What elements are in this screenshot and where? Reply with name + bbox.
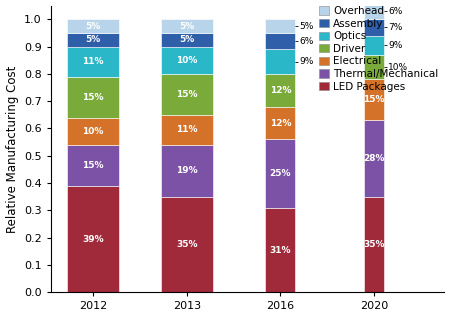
Legend: Overhead, Assembly, Optics, Driver, Electrical, Thermal/Mechanical, LED Packages: Overhead, Assembly, Optics, Driver, Elec…: [318, 5, 439, 93]
Text: 6%: 6%: [299, 36, 314, 46]
Bar: [161, 74, 212, 115]
Bar: [364, 55, 384, 79]
Text: 39%: 39%: [82, 235, 104, 244]
Bar: [266, 208, 296, 292]
Bar: [68, 118, 119, 145]
Bar: [266, 49, 296, 74]
Text: 11%: 11%: [176, 125, 198, 134]
Text: 5%: 5%: [299, 22, 314, 30]
Text: 10%: 10%: [82, 127, 104, 136]
Bar: [161, 197, 212, 292]
Bar: [364, 19, 384, 36]
Text: 15%: 15%: [82, 161, 104, 170]
Bar: [266, 107, 296, 139]
Bar: [364, 120, 384, 197]
Text: 5%: 5%: [86, 35, 101, 44]
Text: 25%: 25%: [270, 169, 291, 178]
Text: 31%: 31%: [270, 246, 291, 255]
Bar: [161, 47, 212, 74]
Text: 5%: 5%: [179, 35, 194, 44]
Bar: [68, 186, 119, 292]
Text: 19%: 19%: [176, 166, 198, 175]
Text: 5%: 5%: [179, 22, 194, 30]
Bar: [161, 115, 212, 145]
Bar: [364, 3, 384, 19]
Text: 12%: 12%: [270, 119, 291, 127]
Text: 28%: 28%: [364, 154, 385, 163]
Text: 10%: 10%: [388, 62, 408, 72]
Bar: [161, 145, 212, 197]
Bar: [266, 33, 296, 49]
Bar: [68, 33, 119, 47]
Text: 15%: 15%: [176, 90, 198, 99]
Text: 9%: 9%: [388, 41, 403, 50]
Text: 15%: 15%: [364, 95, 385, 104]
Bar: [161, 19, 212, 33]
Bar: [68, 47, 119, 77]
Text: 11%: 11%: [82, 57, 104, 66]
Bar: [266, 74, 296, 107]
Bar: [364, 197, 384, 292]
Text: 7%: 7%: [388, 23, 403, 32]
Text: 10%: 10%: [176, 56, 198, 65]
Text: 35%: 35%: [176, 240, 198, 249]
Bar: [266, 139, 296, 208]
Text: 5%: 5%: [86, 22, 101, 30]
Bar: [266, 19, 296, 33]
Bar: [364, 79, 384, 120]
Bar: [161, 33, 212, 47]
Bar: [68, 145, 119, 186]
Text: 35%: 35%: [364, 240, 385, 249]
Text: 15%: 15%: [82, 93, 104, 101]
Bar: [364, 36, 384, 55]
Text: 12%: 12%: [270, 86, 291, 95]
Text: 6%: 6%: [388, 7, 403, 16]
Bar: [68, 19, 119, 33]
Text: 9%: 9%: [299, 57, 314, 66]
Bar: [68, 77, 119, 118]
Y-axis label: Relative Manufacturing Cost: Relative Manufacturing Cost: [5, 65, 18, 233]
